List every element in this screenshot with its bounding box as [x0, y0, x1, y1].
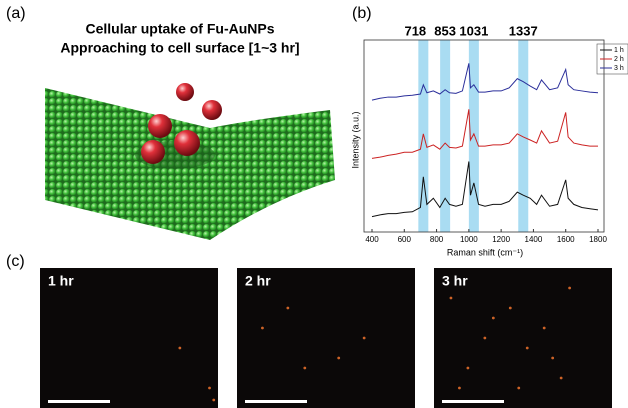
fluorescence-spot [543, 327, 546, 330]
fluorescence-spot [517, 387, 520, 390]
spectrum-line [372, 63, 598, 100]
panel-label: (c) [6, 253, 25, 270]
fluorescence-spot [261, 327, 264, 330]
scale-bar [442, 400, 504, 403]
image-label: 2 hr [245, 273, 271, 289]
fluorescence-spot [509, 307, 512, 310]
x-tick-label: 400 [365, 235, 379, 244]
fluorescence-spot [450, 297, 453, 300]
x-tick-label: 1600 [557, 235, 575, 244]
scale-bar [245, 400, 307, 403]
band-label: 1337 [509, 23, 538, 38]
fluorescence-spot [458, 387, 461, 390]
image-label: 1 hr [48, 273, 74, 289]
fluorescence-spot [492, 317, 495, 320]
panel-label: (a) [6, 5, 26, 22]
legend-label: 3 h [614, 65, 624, 72]
panel-title: Approaching to cell surface [1~3 hr] [60, 40, 299, 56]
fluorescence-spot [560, 377, 563, 380]
scale-bar [48, 400, 110, 403]
band-label: 1031 [459, 23, 488, 38]
fluorescence-spot [303, 367, 306, 370]
image-label: 3 hr [442, 273, 468, 289]
micrograph [237, 268, 415, 408]
x-tick-label: 1800 [589, 235, 607, 244]
fluorescence-spot [208, 387, 211, 390]
fluorescence-spot [286, 307, 289, 310]
panel-label: (b) [352, 5, 372, 22]
fluorescence-spot [551, 357, 554, 360]
figure: (a) Cellular uptake of Fu-AuNPs Approach… [0, 0, 628, 408]
micrographs: 1 hr 2 hr 3 hr [40, 268, 612, 408]
fluorescence-spot [337, 357, 340, 360]
band-label: 853 [434, 23, 456, 38]
x-tick-label: 1400 [525, 235, 543, 244]
legend-label: 2 h [614, 56, 624, 63]
fluorescence-spot [212, 399, 215, 402]
fluorescence-spot [483, 337, 486, 340]
fluorescence-spot [363, 337, 366, 340]
x-tick-label: 800 [430, 235, 444, 244]
fluorescence-spot [178, 347, 181, 350]
legend-label: 1 h [614, 47, 624, 54]
spectrum-line [372, 161, 598, 216]
x-tick-label: 1000 [460, 235, 478, 244]
fluorescence-spot [526, 347, 529, 350]
x-tick-label: 600 [398, 235, 412, 244]
micrograph [434, 268, 612, 408]
x-tick-label: 1200 [492, 235, 510, 244]
x-axis-label: Raman shift (cm⁻¹) [447, 247, 523, 257]
highlight-band [518, 40, 528, 232]
micrograph [40, 268, 218, 408]
panel-title: Cellular uptake of Fu-AuNPs [85, 21, 274, 37]
fluorescence-spot [467, 367, 470, 370]
fluorescence-spot [568, 287, 571, 290]
y-axis-label: Intensity (a.u.) [350, 111, 360, 168]
illustration [45, 83, 335, 240]
spectrum-line [372, 109, 598, 158]
band-label: 718 [404, 23, 426, 38]
